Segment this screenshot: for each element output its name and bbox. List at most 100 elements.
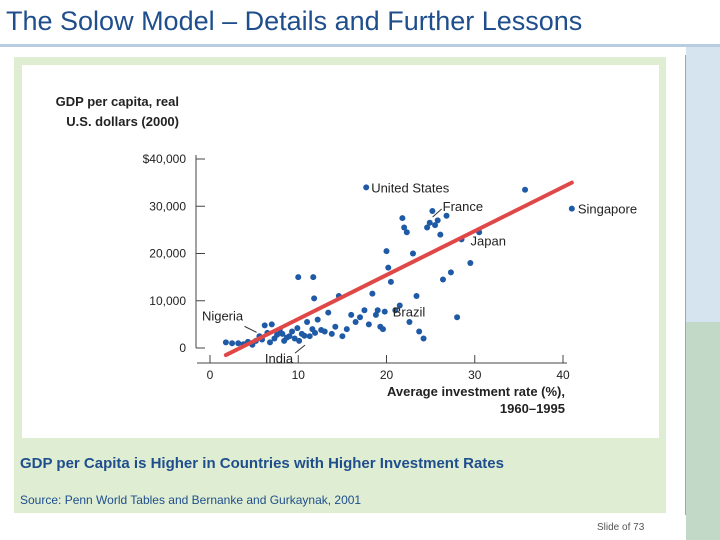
data-point [381, 308, 388, 315]
x-tick-label: 30 [468, 368, 482, 382]
data-point [267, 339, 274, 346]
data-point [429, 207, 436, 214]
data-point [321, 328, 328, 335]
data-point [396, 302, 403, 309]
data-point [409, 250, 416, 257]
data-point [314, 316, 321, 323]
y-tick-label: $40,000 [143, 152, 187, 166]
x-axis-label: 1960–1995 [500, 401, 565, 416]
data-point [467, 259, 474, 266]
data-point [363, 184, 370, 191]
data-point [306, 333, 313, 340]
data-point [424, 224, 431, 231]
data-point [289, 328, 296, 335]
annotation-label: India [265, 351, 294, 366]
data-point [312, 329, 319, 336]
title-divider [0, 44, 720, 47]
data-point [229, 340, 236, 347]
data-point [387, 278, 394, 285]
x-tick-label: 10 [292, 368, 306, 382]
data-point [294, 325, 301, 332]
data-point [385, 264, 392, 271]
data-point [399, 215, 406, 222]
annotation-leader [244, 325, 257, 333]
data-point [274, 331, 281, 338]
data-point [454, 314, 461, 321]
data-point [352, 319, 359, 326]
data-point [392, 307, 399, 314]
data-point [401, 224, 408, 231]
data-point [343, 326, 350, 333]
data-point [301, 332, 308, 339]
data-point [325, 309, 332, 316]
y-axis-label: U.S. dollars (2000) [66, 114, 179, 129]
annotation-label: Nigeria [202, 308, 244, 323]
data-points [222, 184, 575, 348]
data-point [416, 328, 423, 335]
data-point [310, 274, 317, 281]
data-point [339, 333, 346, 340]
annotation-label: Japan [471, 234, 506, 249]
y-tick-label: 20,000 [149, 247, 186, 261]
annotation-label: United States [371, 180, 450, 195]
y-axis-label: GDP per capita, real [56, 94, 179, 109]
annotation-label: Brazil [393, 305, 426, 320]
annotation-label: France [443, 199, 483, 214]
data-point [291, 335, 298, 342]
decorative-band-top [686, 47, 720, 322]
trend-line [223, 180, 574, 358]
data-point [443, 212, 450, 219]
slide-title: The Solow Model – Details and Further Le… [6, 6, 583, 36]
decorative-band-bottom [686, 322, 720, 540]
data-point [222, 339, 229, 346]
data-point [406, 319, 413, 326]
data-point [279, 330, 286, 337]
y-tick-label: 0 [179, 341, 186, 355]
figure-caption: GDP per Capita is Higher in Countries wi… [20, 455, 504, 472]
data-point [447, 269, 454, 276]
y-tick-label: 30,000 [149, 199, 186, 213]
data-point [365, 321, 372, 328]
data-point [357, 314, 364, 321]
chart-area: 0 10,000 20,000 30,000 $40,000 0 10 20 30 40 GDP p… [22, 65, 659, 438]
scatter-chart: 0 10,000 20,000 30,000 $40,000 0 10 20 30 40 GDP p… [56, 94, 637, 416]
trend-line-group [223, 180, 574, 358]
data-point [328, 330, 335, 337]
data-point [426, 219, 433, 226]
data-point [439, 276, 446, 283]
x-tick-label: 0 [207, 368, 214, 382]
data-point [413, 293, 420, 300]
data-point [261, 322, 268, 329]
x-tick-label: 40 [556, 368, 570, 382]
y-tick-label: 10,000 [149, 294, 186, 308]
data-point [304, 319, 311, 326]
data-point [434, 217, 441, 224]
annotation-leader [294, 344, 306, 354]
data-point [296, 337, 303, 344]
data-point [295, 274, 302, 281]
data-point [268, 321, 275, 328]
x-axis-label: Average investment rate (%), [387, 384, 565, 399]
data-point [522, 186, 529, 193]
data-point [311, 295, 318, 302]
data-point [379, 326, 386, 333]
data-point [286, 333, 293, 340]
axes: 0 10,000 20,000 30,000 $40,000 0 10 20 30 40 GDP p… [56, 94, 570, 416]
data-point [437, 231, 444, 238]
figure-source: Source: Penn World Tables and Bernanke a… [20, 493, 362, 507]
annotation-label: Singapore [578, 202, 637, 217]
figure-panel: 0 10,000 20,000 30,000 $40,000 0 10 20 30 40 GDP p… [14, 57, 666, 513]
data-point [235, 340, 242, 347]
data-point [332, 323, 339, 330]
data-point [420, 335, 427, 342]
annotation-leader [432, 208, 442, 218]
data-point [372, 311, 379, 318]
data-point [403, 229, 410, 236]
annotations: United States Singapore France Japan Brazil N… [202, 180, 637, 366]
data-point [568, 205, 575, 212]
x-tick-label: 20 [380, 368, 394, 382]
data-point [432, 222, 439, 229]
slide-number: Slide of 73 [597, 522, 645, 533]
data-point [383, 248, 390, 255]
data-point [374, 307, 381, 314]
